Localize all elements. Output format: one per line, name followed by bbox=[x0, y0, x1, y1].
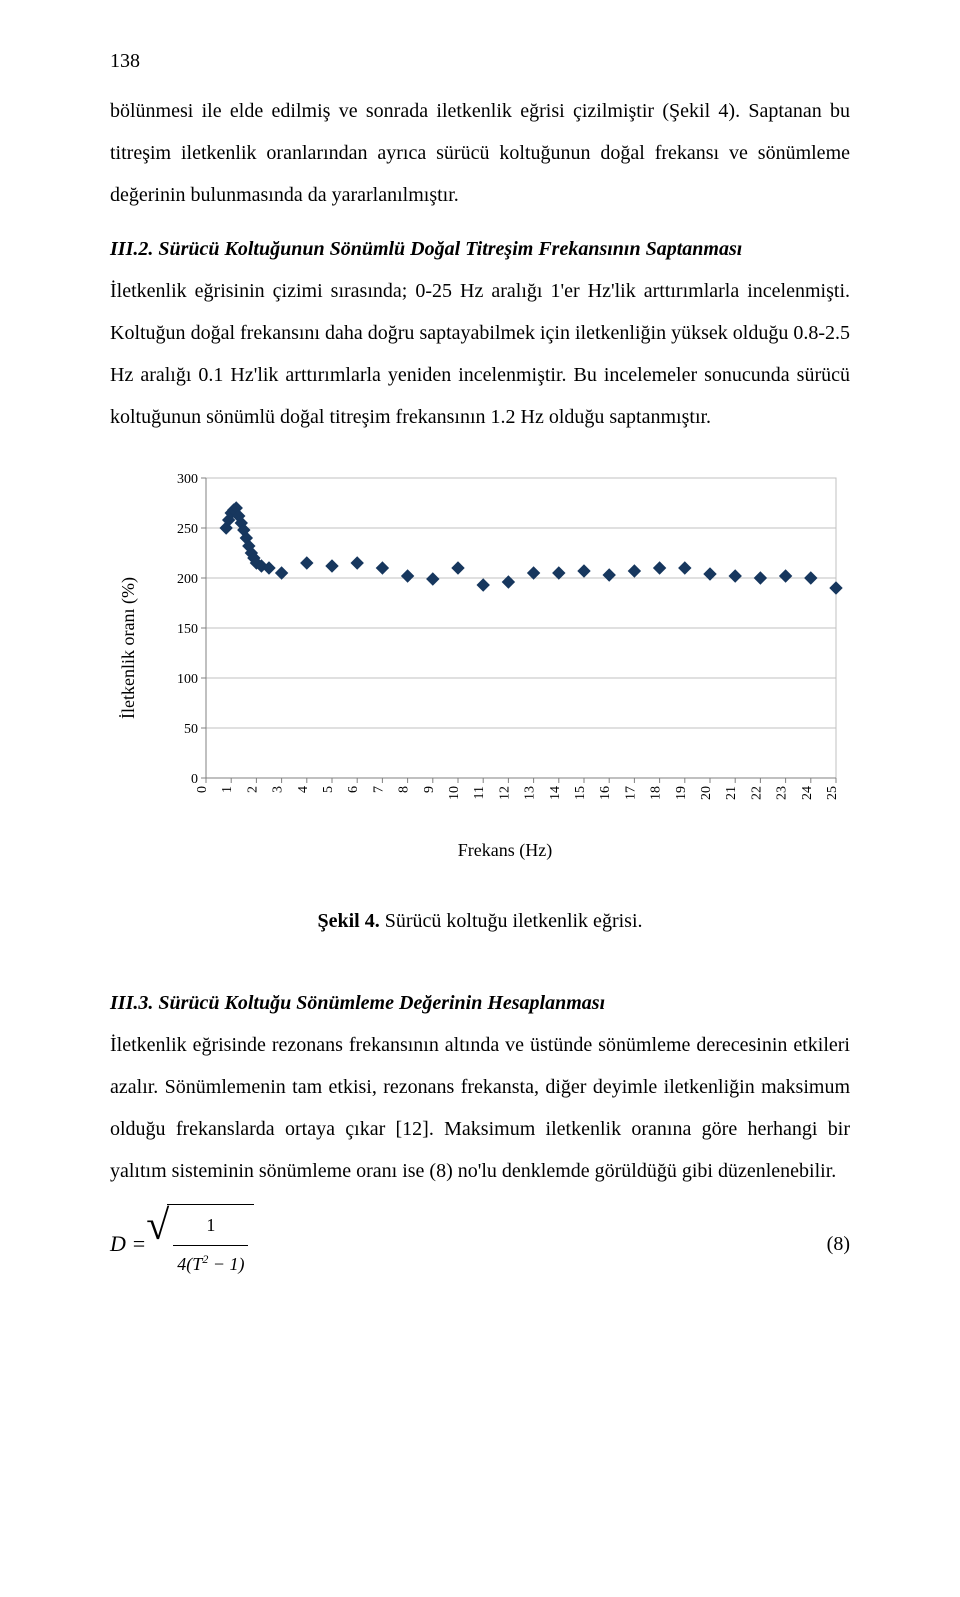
equation-8: D = √ 1 4(T2 − 1) (8) bbox=[110, 1204, 850, 1284]
svg-text:14: 14 bbox=[548, 786, 563, 800]
svg-text:0: 0 bbox=[191, 772, 198, 787]
svg-text:23: 23 bbox=[774, 786, 789, 800]
svg-text:20: 20 bbox=[699, 786, 714, 800]
svg-text:15: 15 bbox=[573, 786, 588, 800]
chart-plot-area: 0501001502002503000123456789101112131415… bbox=[156, 468, 850, 828]
svg-text:5: 5 bbox=[321, 786, 336, 793]
svg-text:50: 50 bbox=[184, 722, 198, 737]
svg-text:150: 150 bbox=[177, 622, 198, 637]
chart-x-axis-label: Frekans (Hz) bbox=[160, 832, 850, 870]
svg-text:9: 9 bbox=[422, 786, 437, 793]
figure-4-caption-text: Sürücü koltuğu iletkenlik eğrisi. bbox=[380, 910, 643, 932]
svg-text:300: 300 bbox=[177, 472, 198, 487]
svg-text:1: 1 bbox=[220, 786, 235, 793]
svg-text:19: 19 bbox=[674, 786, 689, 800]
section-3-heading: III.3. Sürücü Koltuğu Sönümleme Değerini… bbox=[110, 992, 605, 1014]
equation-8-expression: D = √ 1 4(T2 − 1) bbox=[110, 1204, 254, 1284]
section-2-paragraph: III.2. Sürücü Koltuğunun Sönümlü Doğal T… bbox=[110, 228, 850, 438]
page: 138 bölünmesi ile elde edilmiş ve sonrad… bbox=[0, 0, 960, 1343]
figure-4-caption: Şekil 4. Sürücü koltuğu iletkenlik eğris… bbox=[110, 900, 850, 942]
svg-text:4: 4 bbox=[296, 786, 311, 793]
svg-text:17: 17 bbox=[623, 786, 638, 800]
equation-lhs: D = bbox=[110, 1221, 146, 1267]
svg-text:200: 200 bbox=[177, 572, 198, 587]
paragraph-3-body: İletkenlik eğrisinde rezonans frekansını… bbox=[110, 1034, 850, 1182]
page-number: 138 bbox=[110, 40, 850, 82]
svg-text:10: 10 bbox=[447, 786, 462, 800]
svg-text:2: 2 bbox=[245, 786, 260, 793]
svg-text:3: 3 bbox=[270, 786, 285, 793]
svg-text:21: 21 bbox=[724, 786, 739, 800]
paragraph-2-body: İletkenlik eğrisinin çizimi sırasında; 0… bbox=[110, 280, 850, 428]
svg-text:11: 11 bbox=[472, 786, 487, 799]
section-2-heading: III.2. Sürücü Koltuğunun Sönümlü Doğal T… bbox=[110, 238, 742, 260]
svg-text:24: 24 bbox=[800, 786, 815, 800]
svg-text:0: 0 bbox=[195, 786, 210, 793]
svg-text:13: 13 bbox=[522, 786, 537, 800]
section-3-paragraph: III.3. Sürücü Koltuğu Sönümleme Değerini… bbox=[110, 982, 850, 1192]
chart-y-axis-label: İletkenlik oranı (%) bbox=[110, 577, 148, 719]
equation-denominator: 4(T2 − 1) bbox=[173, 1245, 248, 1284]
svg-text:7: 7 bbox=[371, 786, 386, 793]
svg-text:16: 16 bbox=[598, 786, 613, 800]
svg-text:18: 18 bbox=[648, 786, 663, 800]
svg-text:8: 8 bbox=[396, 786, 411, 793]
svg-text:6: 6 bbox=[346, 786, 361, 793]
conductivity-chart: İletkenlik oranı (%) 0 50 100 150 200 250 300 0… bbox=[110, 468, 850, 870]
svg-text:250: 250 bbox=[177, 522, 198, 537]
equation-8-number: (8) bbox=[827, 1223, 850, 1265]
svg-text:12: 12 bbox=[497, 786, 512, 800]
equation-numerator: 1 bbox=[202, 1207, 219, 1245]
svg-text:22: 22 bbox=[749, 786, 764, 800]
figure-4-caption-bold: Şekil 4. bbox=[318, 910, 380, 932]
svg-text:25: 25 bbox=[825, 786, 840, 800]
svg-text:100: 100 bbox=[177, 672, 198, 687]
paragraph-1: bölünmesi ile elde edilmiş ve sonrada il… bbox=[110, 90, 850, 216]
